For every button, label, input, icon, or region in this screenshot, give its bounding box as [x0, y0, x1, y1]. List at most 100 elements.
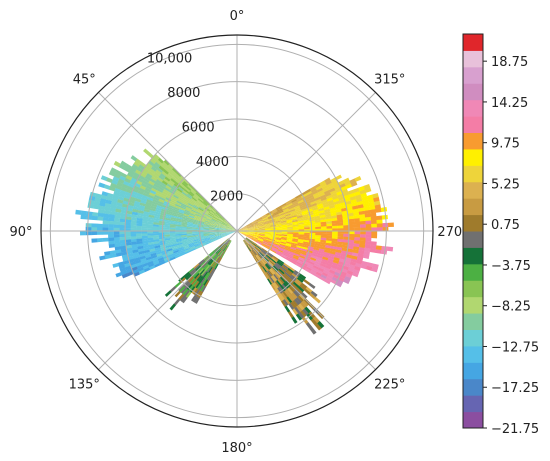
- velocity-cell: [125, 219, 132, 223]
- azimuth-label: 0°: [230, 9, 245, 24]
- velocity-cell: [171, 243, 178, 247]
- velocity-cell: [120, 270, 128, 276]
- velocity-cell: [209, 260, 215, 267]
- velocity-cell: [365, 240, 372, 246]
- velocity-cell: [192, 279, 199, 287]
- velocity-cell: [259, 227, 266, 229]
- velocity-cell: [198, 221, 205, 225]
- velocity-cell: [184, 273, 191, 279]
- velocity-cell: [248, 231, 254, 233]
- velocity-cell: [336, 243, 343, 248]
- velocity-cell: [181, 237, 188, 240]
- velocity-cell: [210, 253, 217, 259]
- velocity-cell: [337, 228, 344, 231]
- velocity-cell: [156, 167, 164, 174]
- velocity-cell: [242, 232, 249, 234]
- velocity-cell: [126, 247, 133, 252]
- range-tick-label: 10,000: [147, 52, 193, 67]
- velocity-cell: [345, 183, 353, 189]
- velocity-cell: [130, 233, 137, 237]
- velocity-cell: [304, 200, 311, 205]
- velocity-cell: [316, 203, 324, 208]
- velocity-cell: [115, 205, 122, 210]
- velocity-cell: [256, 262, 262, 269]
- velocity-cell: [237, 228, 243, 231]
- velocity-cell: [261, 214, 267, 218]
- velocity-cell: [208, 232, 215, 234]
- velocity-cell: [130, 217, 138, 221]
- velocity-cell: [119, 233, 126, 238]
- velocity-cell: [352, 249, 359, 254]
- velocity-cell: [331, 217, 338, 222]
- velocity-cell: [309, 232, 316, 236]
- velocity-cell: [242, 226, 248, 229]
- velocity-cell: [108, 231, 114, 235]
- velocity-cell: [272, 256, 279, 262]
- velocity-cell: [288, 266, 296, 272]
- velocity-cell: [182, 242, 189, 246]
- velocity-cell: [169, 223, 176, 227]
- velocity-cell: [159, 172, 166, 179]
- velocity-cell: [221, 223, 227, 227]
- velocity-cell: [304, 288, 311, 295]
- velocity-cell: [214, 233, 221, 235]
- velocity-cell: [189, 245, 196, 250]
- velocity-cell: [202, 263, 209, 270]
- velocity-cell: [335, 187, 342, 193]
- velocity-cell: [320, 196, 327, 202]
- velocity-cell: [146, 199, 153, 204]
- azimuth-spoke: [236, 92, 376, 232]
- velocity-cell: [154, 245, 161, 249]
- velocity-cell: [223, 238, 229, 243]
- velocity-cell: [275, 225, 282, 227]
- velocity-cell: [91, 231, 98, 236]
- velocity-cell: [100, 194, 108, 200]
- velocity-cell: [176, 215, 183, 219]
- velocity-cell: [242, 228, 249, 230]
- velocity-cell: [226, 226, 232, 230]
- colorbar-segment: [463, 181, 483, 199]
- velocity-cell: [190, 269, 197, 276]
- velocity-cell: [147, 216, 155, 221]
- velocity-cell: [182, 189, 189, 195]
- velocity-cell: [198, 268, 205, 275]
- velocity-cell: [338, 261, 345, 266]
- velocity-cell: [198, 259, 205, 265]
- velocity-cell: [281, 234, 288, 237]
- velocity-cell: [284, 213, 291, 217]
- velocity-cell: [191, 208, 198, 212]
- velocity-cell: [341, 188, 349, 194]
- velocity-cell: [164, 236, 171, 239]
- velocity-cell: [271, 267, 277, 274]
- velocity-cell: [256, 241, 262, 246]
- velocity-cell: [210, 239, 217, 243]
- velocity-cell: [251, 238, 258, 242]
- velocity-cell: [164, 241, 171, 245]
- velocity-cell: [221, 223, 228, 227]
- velocity-cell: [197, 267, 204, 274]
- velocity-cell: [192, 220, 199, 223]
- velocity-cell: [258, 236, 265, 240]
- velocity-cell: [280, 284, 286, 292]
- velocity-cell: [129, 180, 136, 186]
- velocity-cell: [380, 249, 388, 255]
- velocity-cell: [148, 192, 156, 197]
- velocity-cell: [193, 217, 200, 220]
- velocity-cell: [218, 217, 224, 222]
- velocity-cell: [167, 181, 174, 187]
- velocity-cell: [147, 260, 154, 266]
- velocity-cell: [285, 242, 292, 246]
- velocity-cell: [205, 207, 211, 212]
- velocity-cell: [282, 291, 289, 298]
- velocity-cell: [149, 207, 156, 212]
- velocity-cell: [148, 180, 155, 186]
- velocity-cell: [108, 170, 116, 177]
- velocity-cell: [204, 255, 210, 262]
- velocity-cell: [292, 227, 299, 230]
- velocity-cell: [227, 224, 233, 228]
- velocity-cell: [176, 241, 183, 244]
- velocity-cell: [141, 223, 148, 227]
- velocity-cell: [169, 201, 176, 206]
- velocity-cell: [223, 245, 228, 252]
- velocity-cell: [194, 213, 201, 218]
